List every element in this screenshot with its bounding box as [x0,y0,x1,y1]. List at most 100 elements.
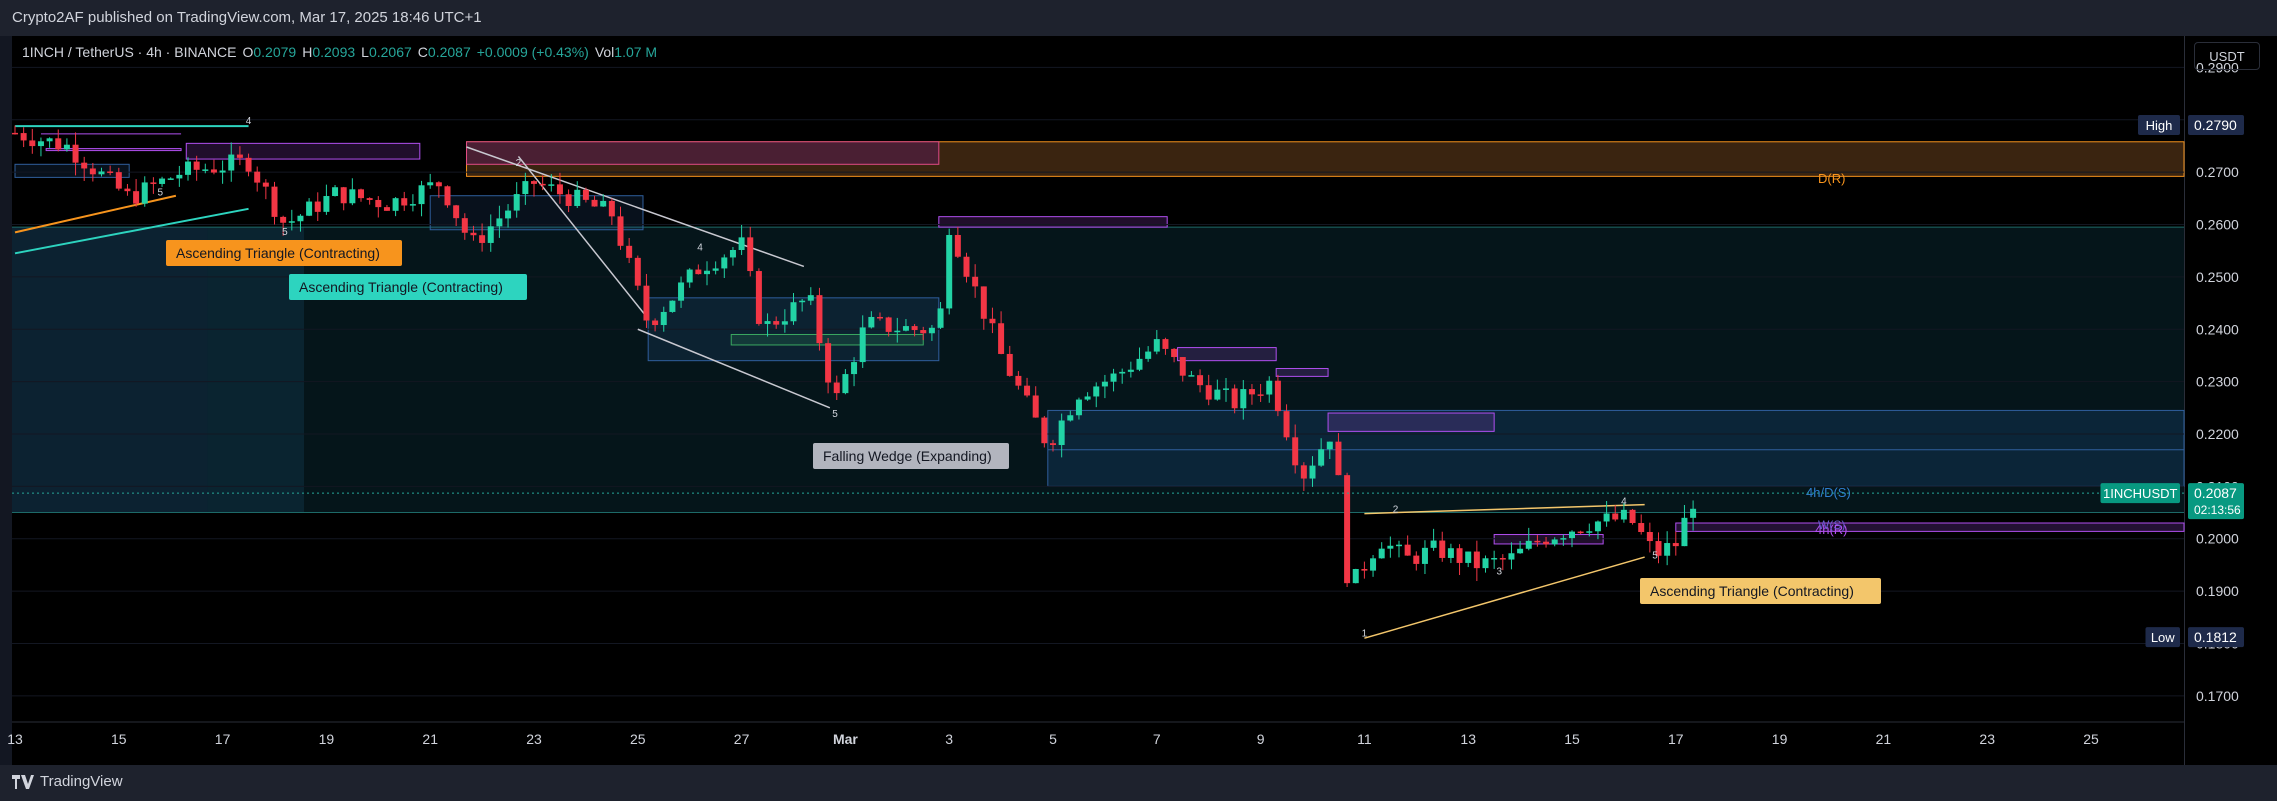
x-tick-label-2: 17 [215,731,231,747]
pattern-label-2: Falling Wedge (Expanding) [823,448,992,464]
candle-body [937,308,944,328]
order-block-2 [938,216,1168,228]
candle-body [496,218,503,227]
candle-body [479,235,486,243]
candle-body [695,269,702,275]
candle-body [1335,441,1342,476]
candle-body [902,326,909,331]
candle-body [1032,395,1039,418]
pattern-label-bg-2 [813,443,1009,469]
candle-body [1171,348,1178,358]
candle-body [626,245,633,258]
candle-body [764,321,771,324]
pattern-number-1: 4 [246,116,252,127]
candle-body [1430,540,1437,548]
x-tick-label-11: 7 [1153,731,1161,747]
candle-body [124,188,131,192]
candle-body [954,234,961,257]
candle-body [565,194,572,206]
candle-body [972,276,979,287]
y-tick-label-10: 0.1900 [2196,583,2239,599]
candle-body [963,256,970,277]
pattern-label-bg-1 [289,274,527,300]
pattern-number-7: 4 [1621,497,1627,508]
pattern-number-6: 2 [1393,505,1399,516]
candle-body [280,216,287,223]
candle-body [634,257,641,286]
candle-body [1439,540,1446,558]
pattern-number-5: 5 [832,409,838,420]
candle-body [911,326,918,331]
candle-body [591,199,598,207]
currency-selector[interactable]: USDT [2194,42,2260,70]
pattern-label-1: Ascending Triangle (Contracting) [299,279,503,295]
candle-body [1309,465,1316,479]
candle-body [1638,523,1645,533]
candle-body [81,162,88,169]
legend-low-label: L [361,44,369,60]
candle-body [1024,385,1031,396]
triangle2-lower [14,207,249,255]
candle-body [418,185,425,205]
candle-body [851,362,858,375]
low-price-tag: Low [2151,630,2175,645]
candle-body [1465,551,1472,563]
candle-body [487,226,494,243]
candle-body [1119,371,1126,374]
candle-body [747,237,754,272]
candle-body [998,323,1005,354]
candle-body [435,182,442,187]
candle-body [1629,509,1636,524]
x-tick-label-19: 23 [1979,731,1995,747]
x-tick-label-9: 3 [945,731,953,747]
candle-body [12,132,18,135]
candle-body [89,168,96,175]
candle-body [55,138,62,150]
candle-body [1681,517,1688,547]
candle-body [894,330,901,333]
candle-body [608,200,615,217]
candle-body [574,189,581,206]
candle-body [306,201,313,216]
candle-body [375,199,382,208]
candle-body [1551,539,1558,545]
candle-body [133,191,140,204]
order-block-1 [185,142,421,160]
candle-body [1594,521,1601,532]
candle-body [401,198,408,206]
candle-body [1188,375,1195,377]
candle-body [660,311,667,326]
candle-body [29,140,36,147]
candle-body [323,196,330,212]
tradingview-logo[interactable]: TradingView [12,773,123,790]
y-tick-label-3: 0.2600 [2196,217,2239,233]
zone-4h-d-support [1047,409,2185,487]
legend-change: +0.0009 (+0.43%) [476,44,589,60]
high-price-value: 0.2790 [2194,117,2237,133]
candle-body [1655,541,1662,556]
candle-body [63,144,70,150]
x-tick-label-18: 21 [1876,731,1892,747]
y-tick-label-0: 0.2900 [2196,59,2239,75]
y-tick-label-12: 0.1700 [2196,688,2239,704]
candle-body [1257,394,1264,396]
pattern-number-9: 3 [1497,566,1503,577]
candle-body [1664,543,1671,556]
candle-body [729,249,736,258]
y-tick-label-6: 0.2300 [2196,374,2239,390]
legend-symbol[interactable]: 1INCH / TetherUS · 4h · BINANCE [22,44,237,60]
x-tick-label-16: 17 [1668,731,1684,747]
candle-body [1153,339,1160,352]
candle-body [159,178,166,184]
x-tick-label-7: 27 [734,731,750,747]
candle-body [885,317,892,332]
candle-body [1525,540,1532,549]
triangle3-lower [1364,556,1645,639]
candle-body [314,201,321,212]
x-tick-label-12: 9 [1257,731,1265,747]
candle-body [1136,358,1143,370]
candle-body [340,187,347,204]
candle-body [37,141,44,147]
candle-body [755,271,762,324]
